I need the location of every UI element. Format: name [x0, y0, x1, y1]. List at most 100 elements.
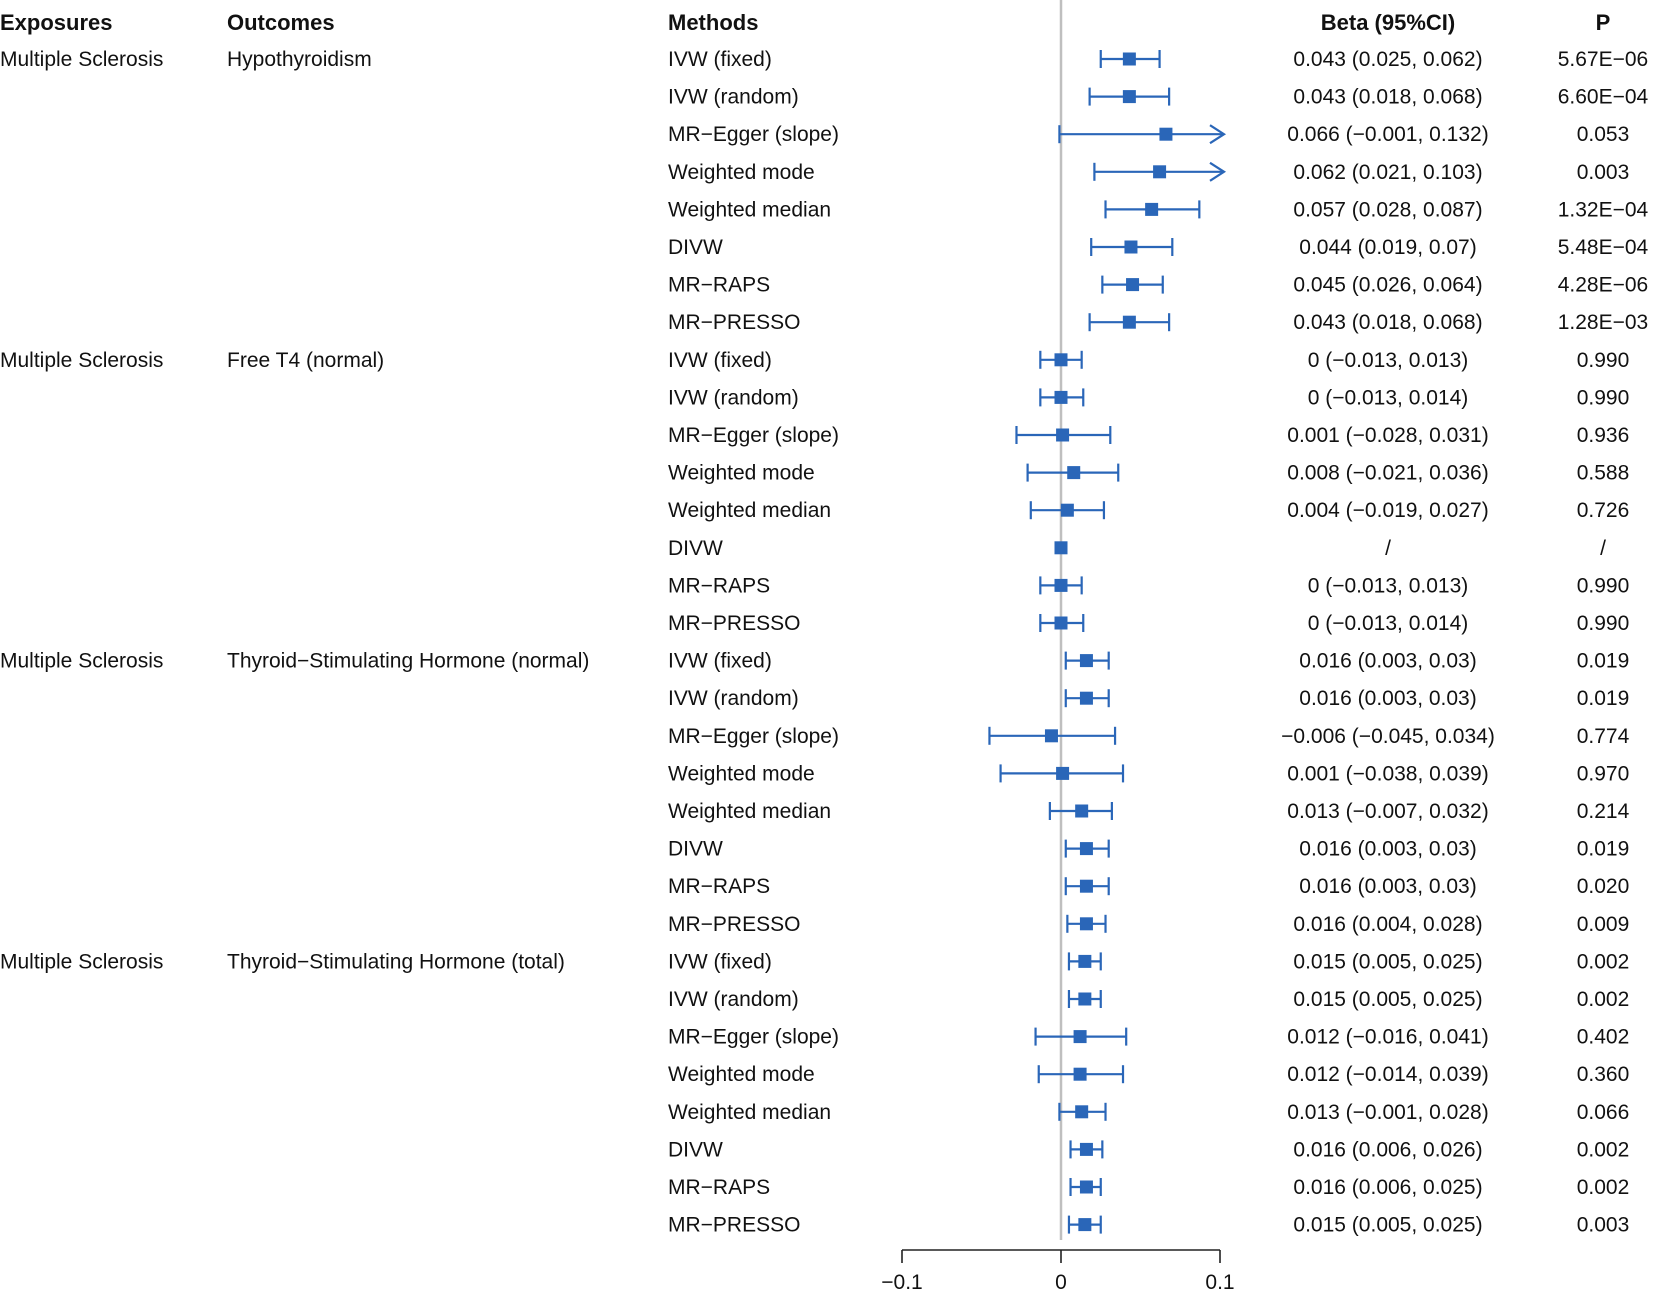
method-label: DIVW — [668, 1138, 723, 1161]
outcome-label: Thyroid−Stimulating Hormone (total) — [227, 950, 565, 973]
point-estimate — [1056, 428, 1070, 442]
point-estimate — [1075, 1105, 1089, 1119]
p-value-label: 0.053 — [1577, 123, 1630, 146]
p-value-label: 0.214 — [1577, 800, 1630, 823]
x-tick-label: 0 — [1055, 1271, 1067, 1293]
method-label: IVW (fixed) — [668, 48, 772, 71]
p-value-label: 0.936 — [1577, 424, 1630, 447]
method-label: IVW (random) — [668, 86, 799, 109]
forest-row: Multiple Sclerosis Thyroid−Stimulating Ho… — [0, 650, 1629, 673]
forest-row: MR−RAPS 0.016 (0.003, 0.03) 0.020 — [668, 875, 1629, 898]
exposure-label: Multiple Sclerosis — [0, 48, 163, 71]
forest-row: MR−Egger (slope) 0.066 (−0.001, 0.132) 0.0… — [668, 123, 1629, 146]
point-estimate — [1126, 278, 1140, 292]
forest-row: DIVW 0.044 (0.019, 0.07) 5.48E−04 — [668, 236, 1649, 259]
forest-row: DIVW / / — [668, 537, 1606, 560]
method-label: MR−Egger (slope) — [668, 725, 839, 748]
forest-row: MR−RAPS 0.016 (0.006, 0.025) 0.002 — [668, 1176, 1629, 1199]
p-value-label: 0.019 — [1577, 650, 1630, 673]
p-value-label: 5.67E−06 — [1558, 48, 1649, 71]
point-estimate — [1145, 202, 1159, 216]
header-row: Exposures Outcomes Methods Beta (95%CI) … — [0, 10, 1610, 35]
method-label: MR−RAPS — [668, 875, 770, 898]
p-value-label: / — [1600, 537, 1606, 560]
p-value-label: 0.990 — [1577, 386, 1630, 409]
exposure-label: Multiple Sclerosis — [0, 950, 163, 973]
ci-arrow — [1209, 161, 1227, 182]
p-value-label: 0.990 — [1577, 349, 1630, 372]
forest-row: MR−RAPS 0.045 (0.026, 0.064) 4.28E−06 — [668, 274, 1648, 297]
beta-ci-label: 0.044 (0.019, 0.07) — [1299, 236, 1476, 259]
beta-ci-label: 0.016 (0.003, 0.03) — [1299, 838, 1476, 861]
p-value-label: 4.28E−06 — [1558, 274, 1649, 297]
header-exposures: Exposures — [0, 10, 113, 35]
method-label: MR−Egger (slope) — [668, 1026, 839, 1049]
point-estimate — [1067, 466, 1081, 480]
forest-row: MR−Egger (slope) −0.006 (−0.045, 0.034) 0.… — [668, 725, 1630, 748]
forest-row: MR−PRESSO 0.015 (0.005, 0.025) 0.003 — [668, 1214, 1629, 1237]
p-value-label: 0.774 — [1577, 725, 1630, 748]
forest-row: MR−PRESSO 0.043 (0.018, 0.068) 1.28E−03 — [668, 311, 1648, 334]
method-label: MR−Egger (slope) — [668, 424, 839, 447]
method-label: DIVW — [668, 838, 723, 861]
p-value-label: 0.726 — [1577, 499, 1630, 522]
forest-row: Weighted mode 0.062 (0.021, 0.103) 0.003 — [668, 161, 1629, 184]
p-value-label: 0.990 — [1577, 574, 1630, 597]
point-estimate — [1159, 127, 1173, 141]
method-label: MR−RAPS — [668, 274, 770, 297]
forest-row: DIVW 0.016 (0.003, 0.03) 0.019 — [668, 838, 1629, 861]
point-estimate — [1054, 390, 1068, 404]
beta-ci-label: 0.057 (0.028, 0.087) — [1293, 198, 1482, 221]
method-label: Weighted median — [668, 800, 831, 823]
method-label: MR−Egger (slope) — [668, 123, 839, 146]
point-estimate — [1075, 804, 1089, 818]
p-value-label: 0.002 — [1577, 1138, 1630, 1161]
beta-ci-label: 0.015 (0.005, 0.025) — [1293, 950, 1482, 973]
beta-ci-label: / — [1385, 537, 1391, 560]
method-label: Weighted median — [668, 499, 831, 522]
method-label: IVW (random) — [668, 988, 799, 1011]
method-label: MR−PRESSO — [668, 913, 800, 936]
beta-ci-label: 0.016 (0.006, 0.025) — [1293, 1176, 1482, 1199]
beta-ci-label: 0 (−0.013, 0.014) — [1308, 612, 1469, 635]
beta-ci-label: 0.043 (0.025, 0.062) — [1293, 48, 1482, 71]
point-estimate — [1079, 879, 1093, 893]
beta-ci-label: 0.043 (0.018, 0.068) — [1293, 311, 1482, 334]
p-value-label: 0.588 — [1577, 462, 1630, 485]
method-label: Weighted mode — [668, 161, 815, 184]
exposure-label: Multiple Sclerosis — [0, 349, 163, 372]
point-estimate — [1054, 578, 1068, 592]
method-label: IVW (random) — [668, 687, 799, 710]
point-estimate — [1054, 353, 1068, 367]
beta-ci-label: 0 (−0.013, 0.013) — [1308, 349, 1469, 372]
forest-row: MR−Egger (slope) 0.001 (−0.028, 0.031) 0.9… — [668, 424, 1629, 447]
method-label: MR−PRESSO — [668, 311, 800, 334]
table-rows: Multiple Sclerosis Hypothyroidism IVW (fix… — [0, 48, 1649, 1237]
forest-row: MR−RAPS 0 (−0.013, 0.013) 0.990 — [668, 574, 1629, 597]
header-beta-ci: Beta (95%CI) — [1321, 10, 1455, 35]
forest-row: Weighted median 0.004 (−0.019, 0.027) 0.72… — [668, 499, 1629, 522]
exposure-label: Multiple Sclerosis — [0, 650, 163, 673]
point-estimate — [1122, 52, 1136, 66]
p-value-label: 6.60E−04 — [1558, 86, 1649, 109]
ci-arrow — [1209, 124, 1227, 145]
p-value-label: 0.003 — [1577, 1214, 1630, 1237]
method-label: Weighted median — [668, 198, 831, 221]
p-value-label: 0.360 — [1577, 1063, 1630, 1086]
point-estimate — [1078, 954, 1092, 968]
beta-ci-label: 0.013 (−0.001, 0.028) — [1287, 1101, 1488, 1124]
forest-row: MR−PRESSO 0 (−0.013, 0.014) 0.990 — [668, 612, 1629, 635]
method-label: MR−PRESSO — [668, 1214, 800, 1237]
forest-row: Weighted mode 0.001 (−0.038, 0.039) 0.970 — [668, 762, 1629, 785]
p-value-label: 5.48E−04 — [1558, 236, 1649, 259]
forest-row: Multiple Sclerosis Free T4 (normal) IVW (f… — [0, 349, 1629, 372]
p-value-label: 0.019 — [1577, 687, 1630, 710]
beta-ci-label: 0.001 (−0.028, 0.031) — [1287, 424, 1488, 447]
beta-ci-label: 0 (−0.013, 0.013) — [1308, 574, 1469, 597]
p-value-label: 0.020 — [1577, 875, 1630, 898]
point-estimate — [1079, 654, 1093, 668]
forest-row: DIVW 0.016 (0.006, 0.026) 0.002 — [668, 1138, 1629, 1161]
p-value-label: 0.990 — [1577, 612, 1630, 635]
method-label: MR−PRESSO — [668, 612, 800, 635]
